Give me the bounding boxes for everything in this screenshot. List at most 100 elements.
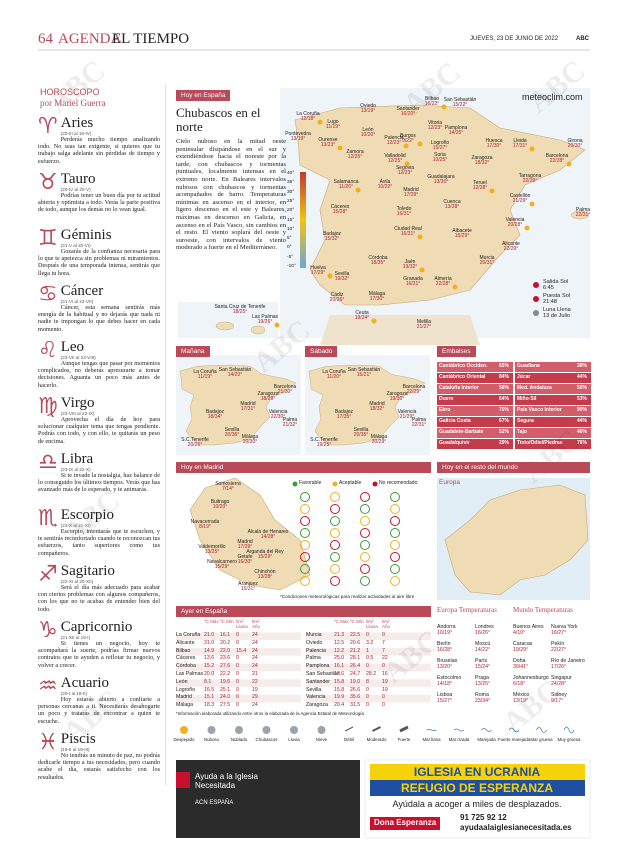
table-title: Mundo Temperaturas: [513, 606, 573, 614]
city-temp: 14/22°: [475, 647, 491, 653]
city-temp: 15/31°: [240, 586, 256, 593]
row-stripe: [176, 632, 301, 641]
city-temp: 14/25°: [448, 130, 464, 137]
table-cell: 35.6: [350, 694, 361, 701]
legend-label: Despejado: [173, 737, 195, 742]
city-name: Lisboa: [437, 692, 453, 698]
sign-symbol: ♋: [38, 284, 58, 307]
legend-label: Nublado: [230, 737, 248, 742]
activity-icon: [330, 528, 340, 538]
activity-icon: [360, 576, 370, 586]
city-name: Burgos 9/22°: [400, 133, 416, 145]
row-stripe: [306, 694, 431, 703]
table-cell: 19: [382, 686, 388, 693]
city-name: Pontevedra 13/19°: [285, 131, 311, 143]
city-name: Las Palmas 19/26°: [251, 314, 279, 326]
reservoir-value: 90%: [577, 407, 588, 413]
city-temp: 17/26°: [551, 664, 567, 670]
legend-label: No recomendado: [379, 480, 418, 486]
city-name: Albacete 15/29°: [452, 228, 472, 240]
activity-icon: [390, 516, 400, 526]
city-temp: 17/31°: [512, 143, 528, 150]
city-temp: 13/19°: [360, 108, 376, 115]
table-cell: Pamplona: [306, 663, 330, 670]
table-cell: 26.4: [350, 663, 361, 670]
activity-icon: [330, 540, 340, 550]
reservoir-row: [515, 428, 591, 438]
sign-name: Piscis: [60, 732, 96, 747]
sign-dates: (19-II al 19-III): [60, 747, 90, 752]
sign-symbol: ♎: [38, 452, 58, 475]
city-name: Zaragoza 19/30°: [386, 391, 408, 403]
table-cell: Palencia: [306, 647, 326, 654]
weather-icon: [529, 146, 535, 152]
city-name: Valencia 21/29°: [397, 409, 417, 421]
sign-dates: (21-V al 20-VI): [60, 243, 91, 248]
city-name: Alcalá de Henares 14/28°: [247, 529, 289, 541]
table-cell: 19.6: [220, 678, 231, 685]
city-name: Sidney: [551, 692, 567, 698]
city-name: Zamora 12/25°: [346, 149, 364, 161]
activity-icon: [360, 564, 370, 574]
city-temp: 20/30°: [567, 143, 583, 150]
weather-icon: [524, 225, 530, 231]
sign-text: Podrías tener un buen día por tu actitud…: [38, 192, 160, 214]
legend-icon: [180, 726, 188, 734]
table-cell: 0: [236, 686, 239, 693]
table-cell: 0: [236, 663, 239, 670]
sign-dates: (22-XI al 20-XII): [60, 579, 94, 584]
ad-headline: REFUGIO DE ESPERANZA: [400, 781, 554, 795]
city-name: Ávila 10/22°: [377, 179, 393, 191]
city-name: Ceuta 19/24°: [354, 310, 370, 322]
city-name: Huelva 17/29°: [310, 265, 326, 277]
table-cell: 13.6: [204, 655, 215, 662]
reservoir-name: Cantábrico Occiden.: [439, 363, 488, 369]
city-name: Río de Janeiro: [551, 658, 585, 664]
scale-label: 40°: [287, 171, 295, 176]
weather-icon: [371, 318, 377, 324]
sign-name: Cáncer: [60, 284, 104, 299]
city-temp: 20/26°: [187, 442, 203, 449]
legend-icon: [207, 726, 216, 734]
sun-value: 13 de Julio: [543, 313, 571, 319]
city-temp: 21/27°: [416, 324, 432, 331]
ad-cta: Dona Esperanza: [370, 817, 441, 830]
city-temp: 17/29°: [310, 270, 326, 277]
city-temp: 21/30°: [277, 389, 293, 396]
city-temp: 20/36°: [224, 432, 240, 439]
sign: ♐ Sagitario (22-XI al 20-XII) Será el día m…: [38, 564, 160, 620]
table-cell: Palma: [306, 655, 321, 662]
city-temp: 17/29°: [237, 544, 253, 551]
city-temp: 22/29°: [406, 389, 422, 396]
sign: ♋ Cáncer (21-VI al 22-VII) Cáncer, esta sem…: [38, 284, 160, 340]
activity-icon: [330, 552, 340, 562]
city-temp: 4/10°: [513, 630, 526, 636]
city-name: Berlín: [437, 641, 451, 647]
sun-icon: [533, 310, 539, 316]
city-name: Singapur: [551, 675, 572, 681]
weather-icon: [417, 141, 423, 147]
city-name: Sevilla 20/35°: [353, 427, 369, 439]
table-cell: 0: [236, 678, 239, 685]
reservoir-value: 50%: [577, 385, 588, 391]
city-name: Pekín: [551, 641, 565, 647]
table-cell: 17.6: [334, 671, 345, 677]
table-cell: 24.0: [220, 694, 231, 701]
city-name: Aranjuez 15/31°: [238, 581, 258, 593]
sign-symbol: ♓: [38, 732, 58, 755]
weather-icon: [566, 161, 572, 167]
city-name: S.C.Tenerife 20/26°: [181, 437, 209, 449]
city-name: Navalcarnero 15/29°: [207, 559, 237, 571]
table-cell: Sevilla: [306, 686, 322, 693]
city-name: Somosierra 7/14°: [215, 481, 241, 493]
section-label: Embalses: [437, 346, 476, 358]
table-cell: 27.6: [220, 663, 231, 670]
city-name: Lugo 11/19°: [325, 119, 341, 131]
table-cell: 24: [252, 632, 258, 638]
row-stripe: [176, 679, 301, 687]
row-stripe: [306, 671, 431, 680]
city-name: Guadalajara 13/30°: [427, 174, 455, 186]
city-name: Palma 22/31°: [575, 207, 591, 219]
table-cell: 0: [382, 632, 385, 638]
column-header: l/m² Año: [382, 619, 391, 629]
